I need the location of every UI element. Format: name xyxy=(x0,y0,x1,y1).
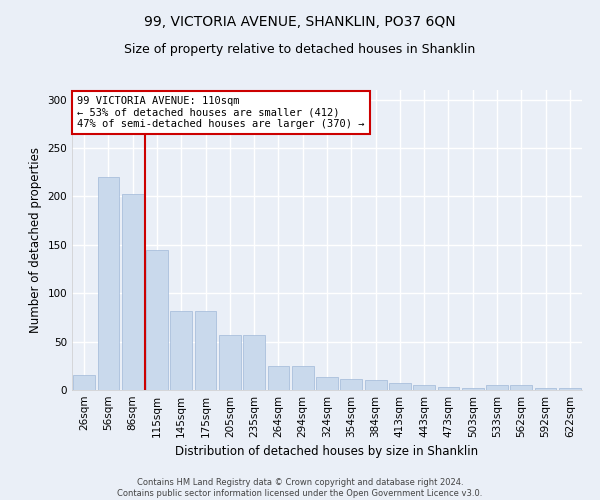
Bar xyxy=(340,380,362,390)
Bar xyxy=(170,310,192,390)
Bar xyxy=(146,250,168,390)
Bar xyxy=(486,385,508,390)
Bar xyxy=(219,335,241,390)
Bar xyxy=(462,388,484,390)
Text: Contains HM Land Registry data © Crown copyright and database right 2024.
Contai: Contains HM Land Registry data © Crown c… xyxy=(118,478,482,498)
Bar xyxy=(292,366,314,390)
Bar xyxy=(389,383,411,390)
Bar xyxy=(73,376,95,390)
Bar xyxy=(268,366,289,390)
Bar xyxy=(511,385,532,390)
Bar xyxy=(559,388,581,390)
Y-axis label: Number of detached properties: Number of detached properties xyxy=(29,147,42,333)
Text: 99, VICTORIA AVENUE, SHANKLIN, PO37 6QN: 99, VICTORIA AVENUE, SHANKLIN, PO37 6QN xyxy=(144,15,456,29)
Bar xyxy=(316,378,338,390)
Bar xyxy=(243,335,265,390)
Bar xyxy=(97,177,119,390)
Text: 99 VICTORIA AVENUE: 110sqm
← 53% of detached houses are smaller (412)
47% of sem: 99 VICTORIA AVENUE: 110sqm ← 53% of deta… xyxy=(77,96,365,129)
X-axis label: Distribution of detached houses by size in Shanklin: Distribution of detached houses by size … xyxy=(175,446,479,458)
Bar xyxy=(413,385,435,390)
Bar xyxy=(365,380,386,390)
Bar xyxy=(535,388,556,390)
Bar xyxy=(122,194,143,390)
Text: Size of property relative to detached houses in Shanklin: Size of property relative to detached ho… xyxy=(124,42,476,56)
Bar xyxy=(437,387,460,390)
Bar xyxy=(194,310,217,390)
